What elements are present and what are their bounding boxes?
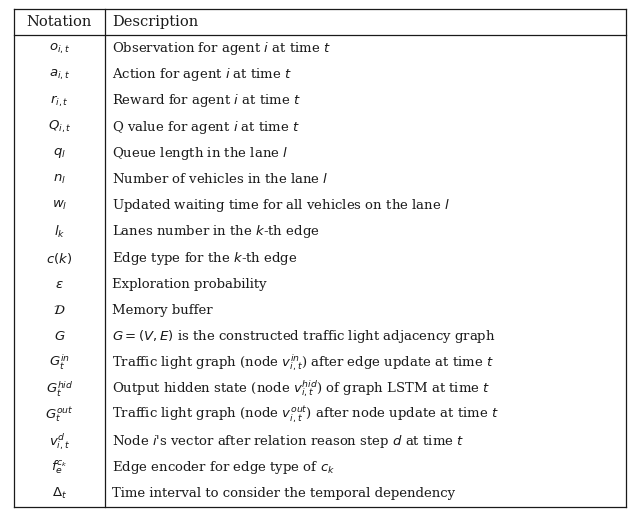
- Text: Time interval to consider the temporal dependency: Time interval to consider the temporal d…: [112, 487, 456, 500]
- Text: Notation: Notation: [27, 15, 92, 29]
- Text: Q value for agent $i$ at time $t$: Q value for agent $i$ at time $t$: [112, 119, 300, 136]
- Text: $w_l$: $w_l$: [52, 199, 67, 212]
- Text: Queue length in the lane $l$: Queue length in the lane $l$: [112, 145, 289, 162]
- Text: Lanes number in the $k$-th edge: Lanes number in the $k$-th edge: [112, 223, 320, 240]
- Text: $c(k)$: $c(k)$: [46, 250, 72, 266]
- Text: $r_{i,t}$: $r_{i,t}$: [50, 93, 68, 109]
- Text: $G_t^{out}$: $G_t^{out}$: [45, 406, 74, 425]
- Text: $f_e^{c_k}$: $f_e^{c_k}$: [51, 459, 68, 476]
- Text: $\mathcal{D}$: $\mathcal{D}$: [53, 304, 65, 317]
- Text: $v_{i,t}^{d}$: $v_{i,t}^{d}$: [49, 431, 70, 452]
- Text: Reward for agent $i$ at time $t$: Reward for agent $i$ at time $t$: [112, 92, 301, 109]
- Text: Node $i$'s vector after relation reason step $d$ at time $t$: Node $i$'s vector after relation reason …: [112, 433, 465, 450]
- Text: $l_k$: $l_k$: [54, 224, 65, 240]
- Text: Edge encoder for edge type of $c_k$: Edge encoder for edge type of $c_k$: [112, 459, 335, 476]
- Text: $n_l$: $n_l$: [53, 173, 66, 186]
- Text: Traffic light graph (node $v_{i,t}^{in}$) after edge update at time $t$: Traffic light graph (node $v_{i,t}^{in}$…: [112, 352, 494, 373]
- Text: Memory buffer: Memory buffer: [112, 304, 213, 317]
- Text: $o_{i,t}$: $o_{i,t}$: [49, 41, 70, 56]
- Text: Updated waiting time for all vehicles on the lane $l$: Updated waiting time for all vehicles on…: [112, 197, 451, 214]
- Text: Exploration probability: Exploration probability: [112, 278, 267, 291]
- Text: Output hidden state (node $v_{i,t}^{hid}$) of graph LSTM at time $t$: Output hidden state (node $v_{i,t}^{hid}…: [112, 378, 491, 399]
- Text: $G$: $G$: [54, 330, 65, 343]
- Text: Traffic light graph (node $v_{i,t}^{out}$) after node update at time $t$: Traffic light graph (node $v_{i,t}^{out}…: [112, 405, 499, 425]
- Text: $\epsilon$: $\epsilon$: [55, 278, 64, 291]
- Text: $Q_{i,t}$: $Q_{i,t}$: [47, 119, 71, 135]
- Text: Description: Description: [112, 15, 198, 29]
- Text: Observation for agent $i$ at time $t$: Observation for agent $i$ at time $t$: [112, 40, 331, 57]
- Text: $\Delta_t$: $\Delta_t$: [52, 486, 67, 501]
- Text: $q_l$: $q_l$: [53, 146, 66, 160]
- Text: Number of vehicles in the lane $l$: Number of vehicles in the lane $l$: [112, 172, 329, 186]
- Text: $a_{i,t}$: $a_{i,t}$: [49, 68, 70, 82]
- Text: Action for agent $i$ at time $t$: Action for agent $i$ at time $t$: [112, 66, 292, 83]
- Text: $G_t^{in}$: $G_t^{in}$: [49, 353, 70, 373]
- Text: $G = (V, E)$ is the constructed traffic light adjacency graph: $G = (V, E)$ is the constructed traffic …: [112, 328, 496, 345]
- Text: Edge type for the $k$-th edge: Edge type for the $k$-th edge: [112, 250, 298, 266]
- Text: $G_t^{hid}$: $G_t^{hid}$: [45, 379, 73, 398]
